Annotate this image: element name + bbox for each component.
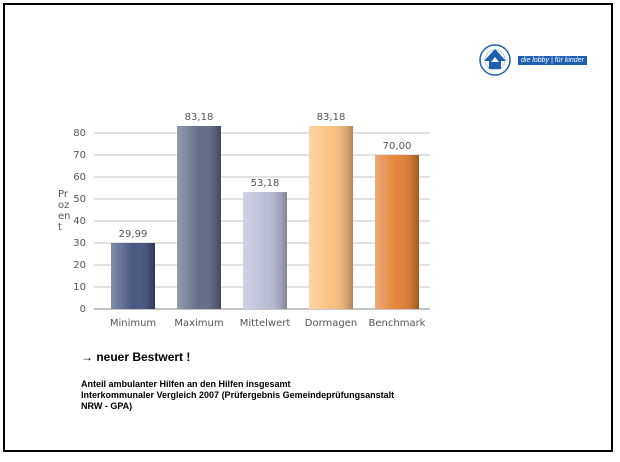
x-tick-label: Maximum xyxy=(174,318,223,329)
x-tick-label: Dormagen xyxy=(305,318,357,329)
x-tick-label: Benchmark xyxy=(369,318,426,329)
bar-shade xyxy=(375,155,419,309)
caption-line: Interkommunaler Vergleich 2007 (Prüferge… xyxy=(81,390,395,400)
slide: 0 10 20 30 40 50 60 70 80 Minimum 29,99 Maximum 83,1… xyxy=(3,3,613,452)
annotation: → neuer Bestwert ! xyxy=(81,350,191,364)
value-label: 29,99 xyxy=(119,229,148,240)
value-label: 83,18 xyxy=(185,112,214,123)
caption-line: NRW - GPA) xyxy=(81,401,133,411)
y-tick-label: 0 xyxy=(80,304,86,315)
x-tick-label: Minimum xyxy=(110,318,156,329)
x-tick-label: Mittelwert xyxy=(240,318,291,329)
y-tick-label: 30 xyxy=(73,238,86,249)
value-label: 70,00 xyxy=(383,141,412,152)
y-axis-label: Prozent xyxy=(58,189,71,233)
bar-shade xyxy=(309,126,353,309)
caption: Anteil ambulanter Hilfen an den Hilfen i… xyxy=(81,379,394,412)
bar-shade xyxy=(243,192,287,309)
value-label: 53,18 xyxy=(251,178,280,189)
logo xyxy=(479,44,511,76)
caption-line: Anteil ambulanter Hilfen an den Hilfen i… xyxy=(81,379,291,389)
y-tick-label: 70 xyxy=(73,150,86,161)
value-label: 83,18 xyxy=(317,112,346,123)
y-tick-label: 50 xyxy=(73,194,86,205)
bar-shade xyxy=(111,243,155,309)
y-tick-label: 40 xyxy=(73,216,86,227)
y-tick-label: 20 xyxy=(73,260,86,271)
chart: 0 10 20 30 40 50 60 70 80 Minimum 29,99 Maximum 83,1… xyxy=(73,44,511,329)
bar-shade xyxy=(177,126,221,309)
logo-arrow xyxy=(491,57,499,62)
y-tick-label: 60 xyxy=(73,172,86,183)
y-tick-label: 10 xyxy=(73,282,86,293)
logo-text: die lobby | für kinder xyxy=(518,56,587,65)
y-tick-label: 80 xyxy=(73,128,86,139)
